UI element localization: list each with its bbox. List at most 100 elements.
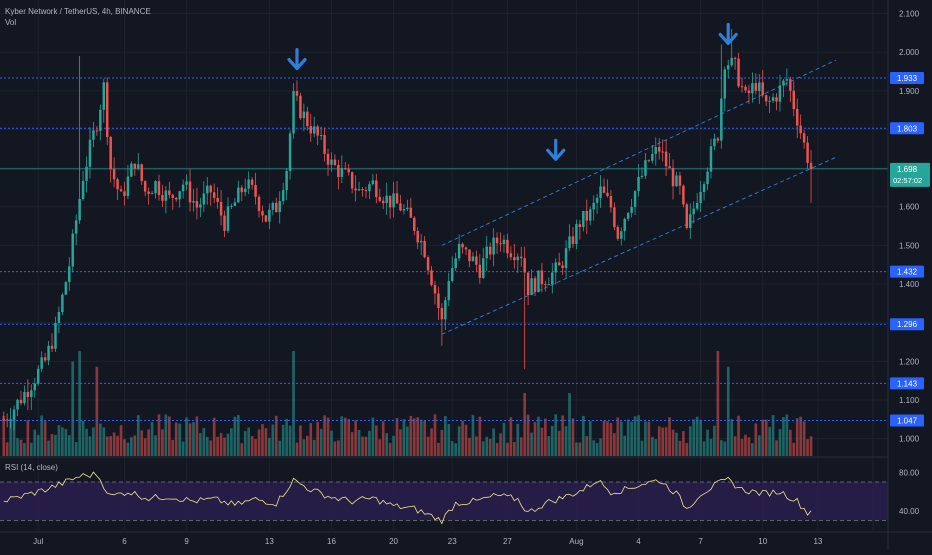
candle-body (285, 171, 288, 191)
candle-body (157, 181, 161, 195)
candle-body (254, 184, 257, 197)
candle (630, 198, 633, 218)
time-tick-label: 7 (698, 537, 703, 546)
candle-body (623, 218, 626, 232)
candle-body (695, 202, 699, 209)
candle (699, 180, 702, 213)
volume-bar (613, 433, 616, 456)
candle (299, 92, 302, 120)
candle (16, 398, 19, 417)
volume-bar (447, 424, 451, 456)
volume-bar (50, 434, 54, 456)
candle (161, 184, 164, 207)
volume-bar (23, 442, 26, 456)
candle-body (640, 175, 644, 177)
volume-bar (547, 435, 551, 456)
volume-bar (492, 428, 495, 456)
candle-body (168, 190, 171, 195)
volume-bar (140, 430, 144, 456)
candle-body (475, 256, 478, 265)
volume-bar (99, 423, 102, 456)
candle-body (633, 191, 637, 207)
candle-body (544, 284, 547, 286)
candle-body (613, 207, 616, 228)
candle (430, 265, 433, 287)
candle-body (630, 206, 633, 213)
arrow-head (718, 32, 738, 46)
volume-bar (226, 433, 230, 456)
candle-body (43, 357, 47, 361)
candle-body (564, 248, 568, 268)
candle-body (464, 247, 468, 250)
candle-body (392, 193, 395, 208)
candle (399, 195, 402, 212)
candle-body (268, 209, 271, 222)
candle (271, 201, 275, 216)
candle (340, 155, 344, 184)
candle-body (523, 258, 526, 273)
volume-bar (323, 415, 326, 456)
volume-bar (150, 422, 154, 456)
candle (509, 246, 513, 261)
candle-body (802, 133, 806, 143)
candle (319, 126, 323, 141)
candle-body (602, 186, 606, 193)
candle-body (312, 126, 316, 134)
candle (471, 252, 475, 262)
candle (61, 292, 64, 316)
candle (333, 154, 337, 167)
candle (202, 181, 206, 212)
volume-bar (623, 435, 627, 456)
candle-body (595, 197, 599, 203)
candle (112, 157, 116, 188)
rsi-tick-label: 40.00 (899, 507, 920, 516)
candle-body (195, 200, 199, 208)
candle-body (219, 201, 223, 216)
candle-body (771, 97, 775, 101)
volume-bar (412, 418, 416, 456)
candle (806, 135, 809, 169)
candle (140, 163, 143, 185)
volume-bar (116, 435, 119, 456)
volume-bar (295, 442, 299, 456)
candle-body (495, 237, 499, 244)
volume-bar (130, 437, 133, 456)
candle (506, 233, 509, 259)
countdown-label: 02:57:02 (893, 176, 922, 185)
candle (447, 272, 451, 307)
candle (195, 187, 199, 220)
candle (105, 77, 109, 145)
volume-bar (609, 422, 613, 456)
candle-body (568, 236, 571, 249)
candle (199, 197, 202, 218)
candle (323, 127, 326, 162)
volume-bar (92, 427, 95, 456)
volume-bar (651, 436, 654, 456)
volume-bar (343, 417, 347, 456)
candle (633, 190, 637, 216)
candle-body (333, 159, 337, 166)
volume-bar (461, 420, 464, 456)
candle-body (692, 208, 695, 215)
candle (143, 180, 147, 197)
volume-bar (202, 428, 206, 456)
candle-body (36, 368, 40, 384)
candle (609, 190, 613, 213)
volume-bar (67, 435, 71, 456)
candle (433, 280, 437, 305)
candle-body (733, 57, 737, 59)
down-arrow-marker (546, 138, 566, 161)
candle (185, 174, 188, 191)
volume-bar (454, 443, 457, 456)
candle (454, 252, 457, 272)
candle-body (437, 293, 440, 308)
candle-body (761, 82, 764, 96)
volume-bar (195, 416, 199, 456)
candle (212, 183, 216, 204)
candle-body (323, 135, 326, 154)
volume-bar (126, 442, 130, 456)
volume-bar (57, 425, 61, 456)
candle-body (330, 159, 333, 165)
volume-bar (468, 437, 471, 456)
